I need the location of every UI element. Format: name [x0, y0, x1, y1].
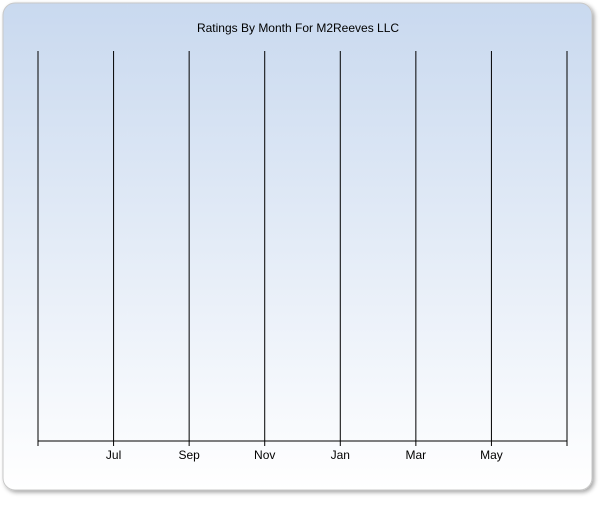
chart-title: Ratings By Month For M2Reeves LLC — [197, 21, 399, 35]
chart-panel — [2, 2, 593, 491]
x-tick-label: Jan — [331, 448, 350, 462]
x-tick-label: Sep — [178, 448, 200, 462]
x-tick-label: Mar — [406, 448, 427, 462]
x-tick-label: May — [480, 448, 503, 462]
x-tick-label: Jul — [106, 448, 121, 462]
x-tick-label: Nov — [254, 448, 275, 462]
